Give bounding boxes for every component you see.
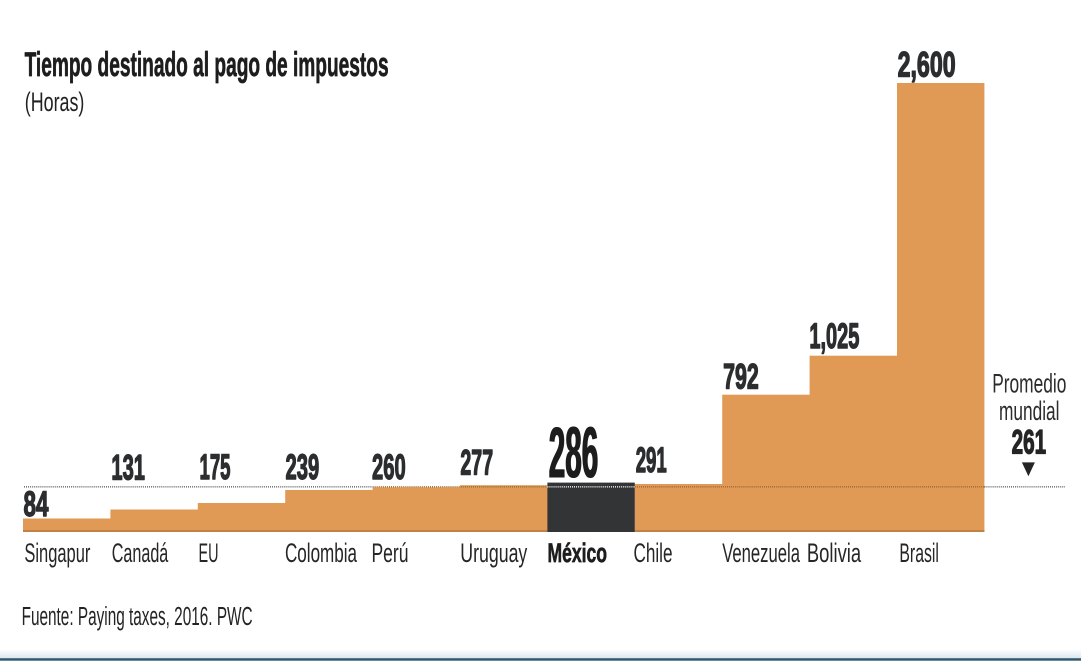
svg-text:Venezuela: Venezuela bbox=[722, 538, 800, 568]
svg-text:131: 131 bbox=[111, 447, 145, 487]
svg-text:286: 286 bbox=[548, 413, 598, 494]
svg-text:Bolivia: Bolivia bbox=[807, 538, 861, 568]
svg-text:Promedio: Promedio bbox=[992, 369, 1066, 399]
svg-text:2,600: 2,600 bbox=[898, 44, 956, 84]
svg-text:Uruguay: Uruguay bbox=[460, 538, 527, 568]
svg-text:277: 277 bbox=[460, 442, 493, 482]
svg-text:792: 792 bbox=[723, 357, 759, 397]
svg-text:286: 286 bbox=[549, 413, 599, 494]
svg-text:Singapur: Singapur bbox=[24, 538, 90, 568]
svg-text:Colombia: Colombia bbox=[285, 538, 357, 568]
svg-text:mundial: mundial bbox=[999, 396, 1060, 426]
svg-text:Fuente: Paying taxes, 2016. PW: Fuente: Paying taxes, 2016. PWC bbox=[22, 601, 253, 631]
svg-text:260: 260 bbox=[372, 447, 406, 487]
svg-text:261: 261 bbox=[1012, 424, 1047, 462]
svg-text:84: 84 bbox=[24, 484, 49, 524]
svg-text:México: México bbox=[548, 538, 608, 568]
svg-text:EU: EU bbox=[199, 538, 219, 568]
svg-text:Brasil: Brasil bbox=[899, 538, 939, 568]
svg-text:Perú: Perú bbox=[372, 538, 409, 568]
svg-text:(Horas): (Horas) bbox=[25, 87, 85, 117]
svg-text:Canadá: Canadá bbox=[112, 538, 169, 568]
svg-text:Tiempo destinado al pago de im: Tiempo destinado al pago de impuestos bbox=[25, 46, 389, 84]
svg-text:175: 175 bbox=[200, 447, 231, 487]
svg-text:291: 291 bbox=[636, 440, 667, 480]
svg-text:239: 239 bbox=[286, 447, 320, 487]
svg-text:1,025: 1,025 bbox=[809, 316, 859, 356]
svg-text:Chile: Chile bbox=[634, 538, 673, 568]
